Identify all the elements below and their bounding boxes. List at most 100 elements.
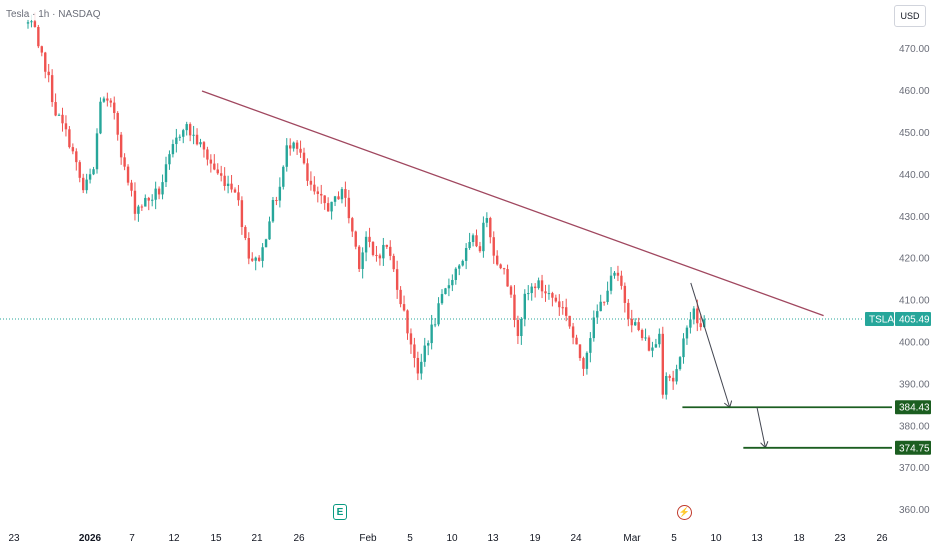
candle [623, 282, 627, 313]
candle [268, 216, 271, 240]
candle [606, 281, 609, 305]
candle [578, 344, 582, 361]
candle [496, 250, 499, 266]
candle [64, 115, 68, 137]
candle [326, 197, 330, 212]
currency-button[interactable]: USD [894, 5, 926, 27]
candle [637, 317, 640, 332]
candle [592, 310, 595, 342]
time-axis[interactable]: 23 2026 7 12 15 21 26 Feb 5 10 13 19 24 Mar 5 10 13 18 23 2… [8, 533, 888, 544]
candle [644, 328, 647, 341]
candlestick-series [26, 12, 706, 400]
candle [340, 187, 344, 204]
candle [299, 140, 302, 158]
candle [216, 163, 219, 175]
split-icon[interactable]: ⚡ [677, 505, 692, 520]
candle [44, 51, 47, 79]
price-tick-label: 390.00 [899, 379, 930, 390]
candle [544, 284, 547, 302]
candle [399, 286, 402, 308]
candle [264, 238, 268, 248]
trendline[interactable] [201, 90, 824, 317]
candle [175, 128, 178, 153]
symbol-title[interactable]: Tesla · 1h · NASDAQ [4, 9, 103, 20]
candle [247, 232, 250, 265]
candle [596, 304, 599, 324]
candle [527, 285, 530, 301]
candle [151, 194, 154, 207]
candle [92, 166, 95, 176]
price-tick-label: 380.00 [899, 421, 930, 432]
candle [627, 298, 630, 327]
candle [240, 196, 244, 235]
candle [351, 216, 354, 238]
candle [634, 318, 637, 326]
candle [206, 146, 209, 166]
candle [144, 194, 147, 207]
candle [337, 191, 340, 200]
arrow-annotation[interactable] [756, 407, 765, 447]
candle [537, 277, 540, 290]
candle [306, 158, 309, 186]
candle [309, 171, 313, 191]
candle [392, 253, 395, 273]
candle [320, 184, 323, 204]
candle [661, 326, 664, 399]
candle [699, 314, 702, 331]
candle [602, 301, 606, 306]
candle [85, 173, 88, 194]
time-tick-label: 7 [129, 533, 135, 544]
candle [506, 264, 509, 287]
candle [382, 237, 385, 266]
candle [157, 186, 161, 200]
candle [95, 128, 99, 174]
candle [182, 128, 185, 144]
candle [330, 201, 333, 220]
price-tags: TSLA 405.49 384.43 374.75 [865, 311, 931, 455]
candle [257, 255, 261, 262]
candle [585, 351, 589, 375]
candle [354, 230, 357, 250]
candle [582, 356, 585, 376]
arrow-annotation[interactable] [690, 282, 730, 407]
candle [558, 294, 561, 316]
candle [358, 245, 361, 273]
candle [685, 325, 689, 345]
candle [554, 294, 558, 303]
candle [102, 96, 106, 103]
price-tick-label: 370.00 [899, 463, 930, 474]
candle [478, 241, 482, 253]
candle [385, 244, 388, 249]
candle [575, 334, 578, 345]
target-1-tag: 384.43 [895, 400, 931, 415]
candle [57, 113, 61, 116]
candle [620, 270, 623, 290]
candle [371, 241, 375, 257]
candle [123, 153, 126, 171]
candle [378, 253, 382, 266]
candle [223, 167, 226, 191]
candle [154, 181, 157, 210]
candle [195, 128, 199, 146]
price-axis[interactable]: 470.00 460.00 450.00 440.00 430.00 420.00 410.… [899, 44, 930, 516]
candle [516, 315, 520, 345]
candle [37, 24, 40, 49]
candle [26, 19, 30, 29]
candle [375, 245, 378, 262]
candle [364, 231, 368, 262]
candle [316, 186, 319, 203]
candle [202, 141, 206, 158]
candle [406, 309, 409, 340]
candle [368, 227, 371, 248]
candle [126, 164, 130, 186]
price-tick-label: 420.00 [899, 254, 930, 265]
candle [78, 160, 81, 183]
candle [427, 340, 430, 356]
candle [199, 138, 202, 148]
last-price-tag: 405.49 [895, 311, 931, 326]
time-tick-label: 10 [710, 533, 722, 544]
earnings-icon[interactable]: E [333, 504, 347, 520]
candle [682, 333, 685, 364]
price-tick-label: 450.00 [899, 128, 930, 139]
